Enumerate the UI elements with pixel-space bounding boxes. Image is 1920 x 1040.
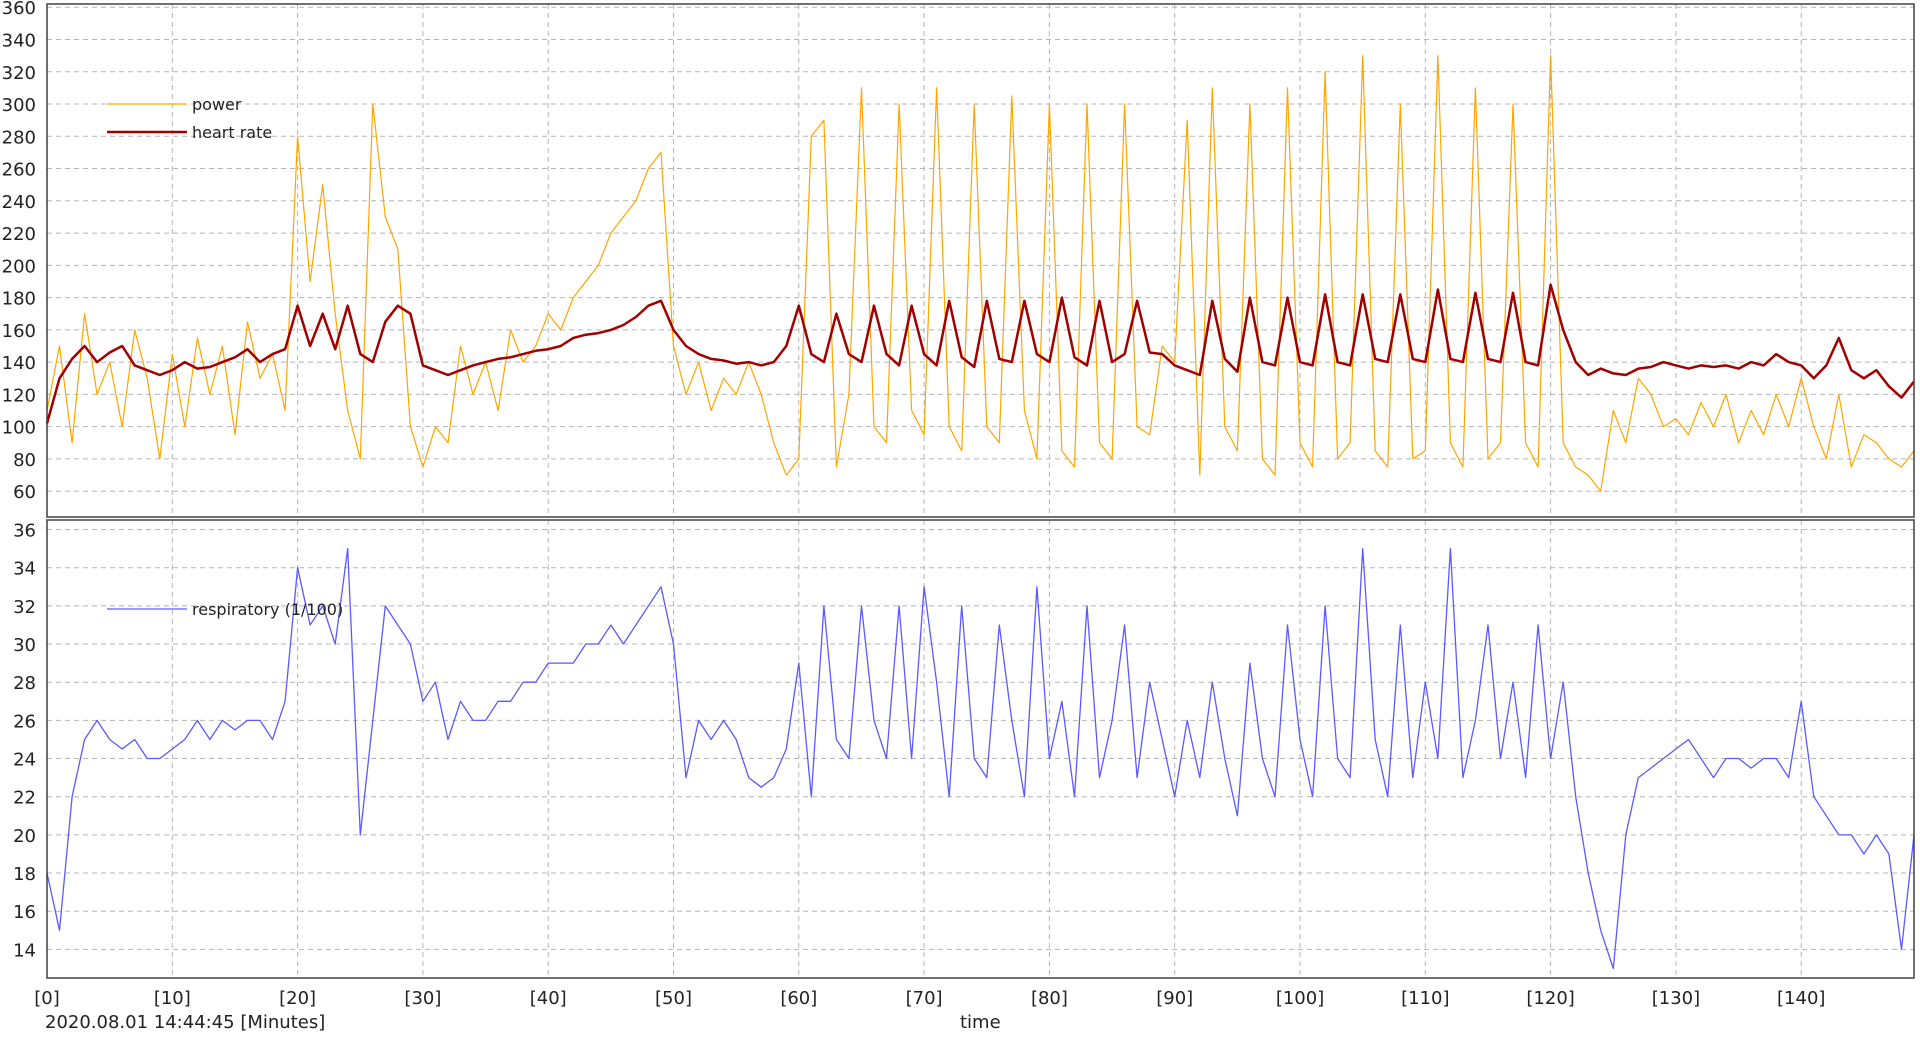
x-tick-label: [90] [1156,988,1193,1009]
x-tick-label: [70] [906,988,943,1009]
y-tick-label: 260 [2,160,36,181]
y-tick-label: 60 [13,482,36,503]
plot-frame [46,3,1915,518]
y-tick-label: 20 [13,826,36,847]
x-tick-label: [30] [404,988,441,1009]
x-tick-label: [40] [530,988,567,1009]
respiratory-series [46,547,1915,970]
x-tick-label: [20] [279,988,316,1009]
y-tick-label: 240 [2,192,36,213]
y-tick-label: 100 [2,418,36,439]
x-tick-labels: [0] [10] [20] [30] [40] [50] [60] [70] [80] [90] [… [34,988,1825,1009]
y-tick-label: 28 [13,673,36,694]
y-tick-label: 18 [13,864,36,885]
y-tick-label: 340 [2,30,36,51]
bottom-legend: respiratory (1/100) [107,600,343,619]
y-tick-label: 160 [2,321,36,342]
legend-label: power [192,95,242,114]
x-tick-label: [100] [1276,988,1324,1009]
y-tick-label: 22 [13,788,36,809]
x-tick-label: [0] [34,988,60,1009]
y-tick-label: 360 [2,0,36,19]
y-tick-label: 26 [13,711,36,732]
x-tick-label: [130] [1652,988,1700,1009]
y-tick-label: 80 [13,450,36,471]
x-tick-label: [60] [780,988,817,1009]
heart-rate-line [45,283,1915,424]
y-tick-label: 220 [2,224,36,245]
respiratory-line [46,547,1915,970]
y-tick-label: 16 [13,902,36,923]
y-tick-label: 200 [2,256,36,277]
x-tick-label: [80] [1031,988,1068,1009]
x-tick-label: [110] [1401,988,1449,1009]
y-tick-label: 32 [13,597,36,618]
y-tick-label: 320 [2,63,36,84]
heart-rate-series [45,283,1915,424]
x-axis-label: time [960,1012,1001,1033]
y-tick-label: 30 [13,635,36,656]
y-tick-label: 140 [2,353,36,374]
bottom-chart-frame [46,519,1915,979]
power-series [46,54,1915,492]
y-tick-label: 14 [13,940,36,961]
y-tick-label: 34 [13,559,36,580]
start-time-label: 2020.08.01 14:44:45 [Minutes] [45,1012,325,1033]
y-tick-label: 180 [2,289,36,310]
top-chart-grid [46,4,1914,517]
y-tick-label: 36 [13,521,36,542]
x-tick-label: [140] [1777,988,1825,1009]
y-tick-label: 300 [2,95,36,116]
top-legend: power heart rate [107,95,272,142]
legend-label: heart rate [192,123,272,142]
x-tick-label: [10] [154,988,191,1009]
x-tick-label: [50] [655,988,692,1009]
power-line [46,54,1915,492]
x-tick-label: [120] [1526,988,1574,1009]
y-tick-label: 120 [2,385,36,406]
plot-frame [46,519,1915,979]
top-y-tick-labels: 60 80 100 120 140 160 180 200 220 240 260 280 300 320… [2,0,36,503]
top-chart-frame [46,3,1915,518]
bottom-y-tick-labels: 14 16 18 20 22 24 26 28 30 32 34 36 [13,521,36,962]
y-tick-label: 24 [13,750,36,771]
legend-label: respiratory (1/100) [192,600,343,619]
y-tick-label: 280 [2,127,36,148]
bottom-chart-grid [46,520,1914,978]
